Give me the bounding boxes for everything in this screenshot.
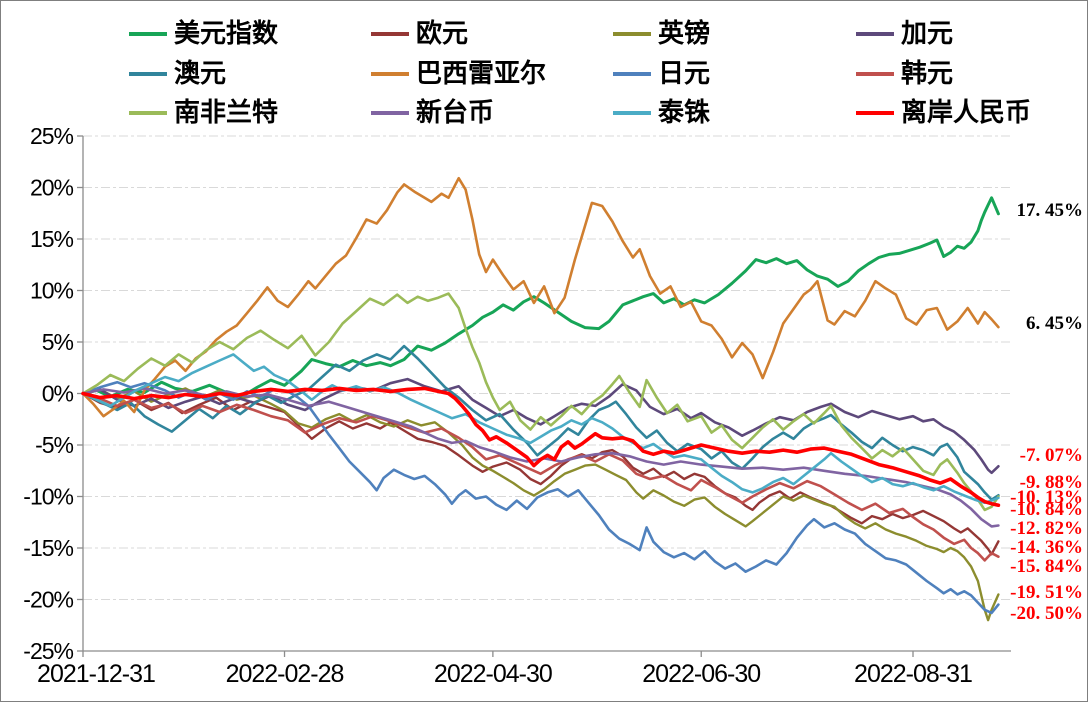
x-axis-label: 2021-12-31 [37, 660, 155, 688]
legend-swatch-zar [129, 111, 167, 115]
legend-item-thb: 泰铢 [613, 98, 710, 128]
legend-swatch-cnh [856, 111, 894, 115]
end-label-krw: -15. 84% [1010, 555, 1083, 577]
legend-item-eur: 欧元 [371, 19, 468, 49]
x-axis-label: 2022-04-30 [434, 660, 552, 688]
legend-item-aud: 澳元 [129, 59, 226, 89]
end-label-cad: -7. 07% [1019, 445, 1083, 467]
legend-item-cad: 加元 [856, 19, 953, 49]
gridlines [83, 135, 1011, 600]
series-lines [81, 176, 1001, 622]
end-label-cnh: -10. 84% [1010, 499, 1083, 521]
end-label-thb: -10. 13% [1010, 486, 1083, 508]
x-axis-label: 2022-06-30 [642, 660, 760, 688]
legend-label-cnh: 离岸人民币 [901, 98, 1032, 127]
legend-item-gbp: 英镑 [613, 19, 710, 49]
legend-item-krw: 韩元 [856, 59, 953, 89]
legend-label-eur: 欧元 [416, 19, 469, 48]
series-line-cnh [81, 386, 1001, 508]
legend-label-twd: 新台币 [416, 98, 495, 127]
series-line-zar [81, 292, 1000, 512]
end-label-eur: -14. 36% [1010, 537, 1083, 559]
legend-label-zar: 南非兰特 [174, 98, 279, 127]
legend-item-jpy: 日元 [613, 59, 710, 89]
legend-swatch-aud [129, 72, 167, 76]
end-label-jpy: -20. 50% [1010, 602, 1083, 624]
legend-label-cad: 加元 [901, 19, 954, 48]
legend-label-brl: 巴西雷亚尔 [416, 59, 547, 88]
y-axis-label: 20% [30, 175, 74, 201]
y-axis-label: 0% [42, 381, 74, 407]
legend-label-thb: 泰铢 [658, 98, 711, 127]
series-line-gbp [81, 387, 1000, 622]
y-axis-label: -5% [35, 432, 73, 458]
legend-item-usd_index: 美元指数 [129, 19, 278, 49]
end-label-aud: -9. 88% [1019, 472, 1083, 494]
legend-item-twd: 新台币 [371, 98, 494, 128]
end-label-twd: -12. 82% [1010, 517, 1083, 539]
legend-swatch-krw [856, 72, 894, 76]
end-label-brl: 6. 45% [1026, 313, 1083, 335]
end-label-gbp: -19. 51% [1010, 582, 1083, 604]
legend-item-zar: 南非兰特 [129, 98, 278, 128]
axes [77, 135, 1011, 657]
series-line-usd_index [81, 196, 1000, 400]
y-axis-label: -25% [23, 638, 73, 664]
x-axis-labels: 2021-12-31 2022-02-28 2022-04-30 2022-06-30… [37, 660, 973, 688]
y-axis-label: 15% [30, 226, 74, 252]
series-line-jpy [81, 380, 1000, 615]
legend-swatch-cad [856, 32, 894, 36]
legend-swatch-gbp [613, 32, 651, 36]
legend-label-jpy: 日元 [658, 59, 711, 88]
legend-label-aud: 澳元 [174, 59, 227, 88]
end-label-usd_index: 17. 45% [1016, 199, 1084, 221]
legend-swatch-twd [371, 111, 409, 115]
legend-swatch-eur [371, 32, 409, 36]
y-axis-label: -10% [23, 484, 73, 510]
y-axis-label: -15% [23, 535, 73, 561]
series-line-twd [81, 387, 1000, 528]
legend-swatch-thb [613, 111, 651, 115]
y-axis-label: 5% [42, 329, 74, 355]
legend-item-cnh: 离岸人民币 [856, 98, 1031, 128]
legend-swatch-usd_index [129, 32, 167, 36]
series-line-brl [81, 176, 1000, 418]
y-axis-label: 25% [30, 123, 74, 149]
legend-item-brl: 巴西雷亚尔 [371, 59, 546, 89]
series-line-thb [81, 353, 1000, 505]
series-line-aud [81, 344, 1000, 501]
legend-swatch-jpy [613, 72, 651, 76]
legend-swatch-brl [371, 72, 409, 76]
x-axis-label: 2022-08-31 [854, 660, 972, 688]
legend-label-usd_index: 美元指数 [174, 19, 279, 48]
legend-label-krw: 韩元 [901, 59, 954, 88]
legend-label-gbp: 英镑 [658, 19, 711, 48]
x-axis-label: 2022-02-28 [226, 660, 344, 688]
y-axis-label: -20% [23, 587, 73, 613]
y-axis-label: 10% [30, 278, 74, 304]
y-axis-labels: 25% 20% 15% 10% 5% 0% -5% -10% -15% -20% -25% [23, 123, 74, 664]
